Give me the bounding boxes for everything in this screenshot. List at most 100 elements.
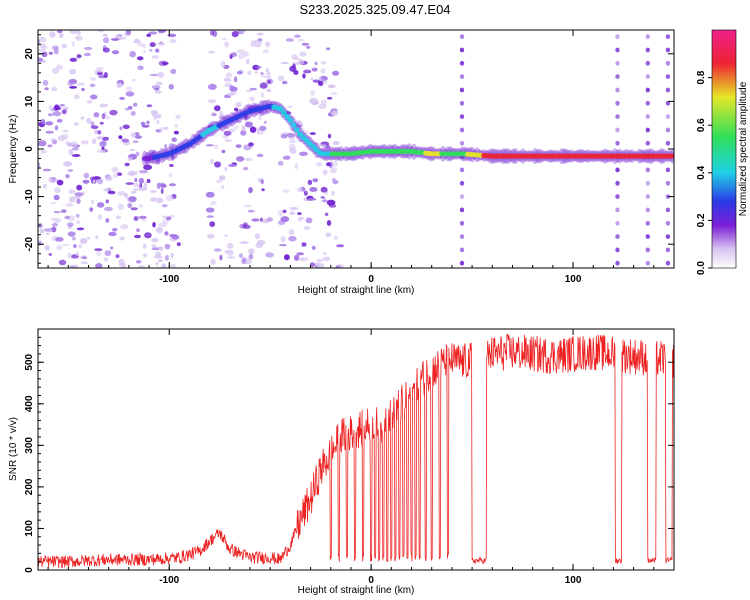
spectrogram-streak xyxy=(615,60,620,66)
spectrogram-speckle xyxy=(236,156,245,162)
spectrogram-speckle xyxy=(282,155,291,160)
spectrogram-speckle xyxy=(260,92,265,98)
colorbar-tick-label: 0.0 xyxy=(696,261,707,275)
spectrogram-ridge-cell xyxy=(668,153,674,159)
spectrogram-speckle xyxy=(132,102,138,107)
spectrogram-speckle xyxy=(38,36,47,43)
spectrogram-speckle xyxy=(255,242,264,249)
spectrogram-speckle xyxy=(262,49,269,54)
spectrogram-speckle xyxy=(102,47,110,53)
spectrogram-speckle xyxy=(90,77,97,81)
spectrogram-speckle xyxy=(94,248,103,252)
spectrogram-speckle xyxy=(73,94,80,100)
spectrogram-speckle xyxy=(237,30,246,33)
spectrogram-streak xyxy=(615,167,620,173)
spectrogram-speckle xyxy=(55,64,63,70)
spectrogram-speckle xyxy=(293,62,300,65)
spectrogram-xlabel: Height of straight line (km) xyxy=(298,285,415,296)
spectrogram-speckle xyxy=(89,207,94,212)
spectrogram-speckle xyxy=(150,189,157,193)
spectrogram-speckle xyxy=(219,254,223,261)
spectrogram-speckle xyxy=(54,187,61,194)
spectrogram-speckle xyxy=(90,199,95,205)
spectrogram-ridge-cell xyxy=(293,127,300,133)
spectrogram-speckle xyxy=(311,245,316,250)
spectrogram-speckle xyxy=(168,84,174,90)
spectrogram-speckle xyxy=(72,236,76,241)
spectrogram-speckle xyxy=(71,154,81,157)
spectrogram-speckle xyxy=(71,41,76,47)
spectrogram-speckle xyxy=(69,68,77,75)
spectrogram-speckle xyxy=(99,121,104,125)
spectrogram-speckle xyxy=(152,222,156,228)
spectrogram-speckle xyxy=(226,242,234,249)
spectrogram-speckle xyxy=(142,243,147,249)
spectrogram-speckle xyxy=(92,138,97,145)
spectrogram-ytick-label: 20 xyxy=(24,48,35,60)
spectrogram-speckle xyxy=(98,214,102,220)
colorbar-label: Normalized spectral amplitude xyxy=(738,81,749,216)
spectrogram-speckle xyxy=(157,259,163,263)
spectrogram-speckle xyxy=(330,167,338,174)
spectrogram-speckle xyxy=(73,122,79,126)
spectrogram-speckle xyxy=(162,61,169,65)
spectrogram-speckle xyxy=(175,114,181,120)
spectrogram-speckle xyxy=(168,143,174,149)
spectrogram-speckle xyxy=(280,61,289,65)
spectrogram-speckle xyxy=(103,116,111,120)
spectrogram-speckle xyxy=(316,162,323,167)
spectrogram-speckle xyxy=(52,111,62,117)
snr-ytick-label: 500 xyxy=(24,353,35,370)
spectrogram-speckle xyxy=(248,248,255,255)
spectrogram-speckle xyxy=(309,187,318,192)
spectrogram-speckle xyxy=(53,48,59,55)
spectrogram-speckle xyxy=(47,144,53,148)
spectrogram-speckle xyxy=(168,173,172,178)
spectrogram-speckle xyxy=(86,99,93,104)
spectrogram-speckle xyxy=(227,256,236,259)
spectrogram-speckle xyxy=(56,30,63,33)
spectrogram-speckle xyxy=(58,32,64,39)
spectrogram-speckle xyxy=(96,136,104,140)
spectrogram-speckle xyxy=(50,217,57,221)
spectrogram-speckle xyxy=(310,90,316,96)
spectrogram-speckle xyxy=(51,201,56,205)
spectrogram-speckle xyxy=(140,121,146,126)
spectrogram-speckle xyxy=(173,130,179,135)
spectrogram-speckle xyxy=(299,151,308,156)
spectrogram-speckle xyxy=(103,72,108,79)
spectrogram-streak xyxy=(615,114,620,119)
spectrogram-speckle xyxy=(169,164,174,167)
spectrogram-speckle xyxy=(129,148,136,152)
spectrogram-speckle xyxy=(89,83,96,88)
spectrogram-speckle xyxy=(332,160,338,167)
spectrogram-speckle xyxy=(167,33,177,38)
spectrogram-speckle xyxy=(70,141,78,148)
spectrogram-speckle xyxy=(165,194,174,201)
spectrogram-speckle xyxy=(256,153,264,158)
spectrogram-speckle xyxy=(124,162,130,167)
spectrogram-streak xyxy=(645,34,650,40)
spectrogram-streak xyxy=(459,100,465,106)
spectrogram-speckle xyxy=(137,65,144,71)
spectrogram-speckle xyxy=(330,92,338,95)
spectrogram-speckle xyxy=(42,168,52,172)
spectrogram-speckle xyxy=(170,252,174,259)
spectrogram-speckle xyxy=(135,151,140,157)
spectrogram-speckle xyxy=(94,129,98,135)
spectrogram-speckle xyxy=(153,255,163,259)
spectrogram-speckle xyxy=(67,222,74,227)
spectrogram-speckle xyxy=(129,51,136,58)
spectrogram-speckle xyxy=(205,191,215,198)
spectrogram-speckle xyxy=(109,191,116,194)
spectrogram-streak xyxy=(615,180,620,186)
spectrogram-speckle xyxy=(86,237,91,240)
spectrogram-streak xyxy=(615,87,620,93)
spectrogram-speckle xyxy=(261,188,265,192)
spectrogram-speckle xyxy=(208,50,215,54)
spectrogram-speckle xyxy=(154,90,162,94)
spectrogram-speckle xyxy=(120,224,129,230)
spectrogram-speckle xyxy=(316,258,323,263)
spectrogram-speckle xyxy=(81,87,85,92)
spectrogram-speckle xyxy=(54,125,59,131)
